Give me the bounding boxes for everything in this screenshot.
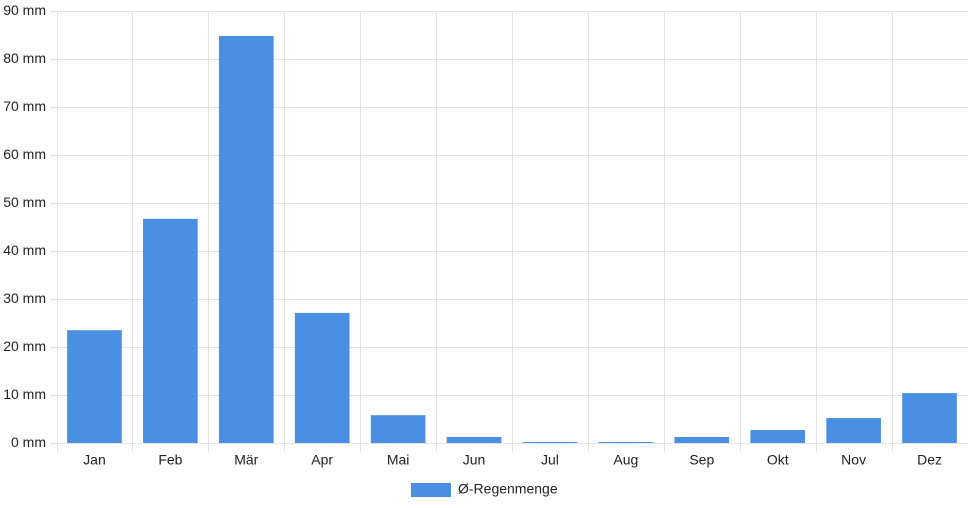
y-tick-label: 0 mm (11, 434, 46, 450)
bar (67, 330, 122, 443)
legend-swatch (411, 483, 451, 497)
bar (826, 418, 881, 443)
bar (218, 35, 274, 444)
bar (902, 393, 957, 443)
x-tick-label: Jan (83, 452, 106, 468)
y-tick-label: 10 mm (3, 386, 46, 402)
y-tick-label: 40 mm (3, 242, 46, 258)
x-tick-label: Okt (767, 452, 789, 468)
bar (143, 218, 198, 443)
x-tick-label: Mär (234, 452, 258, 468)
bar (750, 430, 806, 443)
y-tick-label: 80 mm (3, 50, 46, 66)
y-tick-label: 50 mm (3, 194, 46, 210)
x-tick-label: Jun (463, 452, 486, 468)
y-tick-label: 60 mm (3, 146, 46, 162)
x-tick-label: Mai (387, 452, 410, 468)
bar (370, 415, 426, 443)
x-tick-label: Sep (689, 452, 714, 468)
x-tick-label: Feb (158, 452, 182, 468)
x-tick-label: Aug (613, 452, 638, 468)
x-tick-label: Nov (841, 452, 866, 468)
x-tick-label: Apr (311, 452, 333, 468)
bar (446, 437, 502, 443)
y-tick-label: 20 mm (3, 338, 46, 354)
legend-label: Ø-Regenmenge (458, 481, 558, 497)
bar (674, 437, 730, 443)
x-tick-label: Dez (917, 452, 942, 468)
bar (294, 312, 350, 443)
y-tick-label: 70 mm (3, 98, 46, 114)
bar (522, 442, 578, 443)
y-tick-label: 90 mm (3, 2, 46, 18)
x-tick-label: Jul (541, 452, 559, 468)
y-tick-label: 30 mm (3, 290, 46, 306)
bar (598, 442, 654, 443)
